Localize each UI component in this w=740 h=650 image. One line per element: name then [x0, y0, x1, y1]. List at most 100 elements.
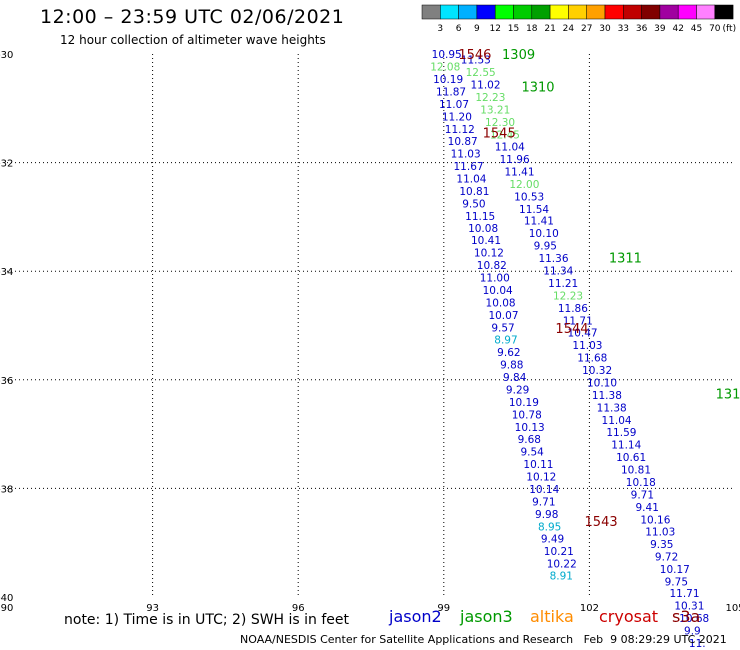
swh-value: 8.91 [550, 570, 573, 582]
swh-value: 10.12 [526, 471, 556, 483]
swh-value: 10.22 [547, 558, 577, 570]
swh-value: 10.95 [432, 49, 462, 61]
swh-value: 11.96 [500, 154, 530, 166]
page-subtitle: 12 hour collection of altimeter wave hei… [60, 33, 326, 47]
legend-swatch [440, 4, 459, 20]
legend-swatch [623, 4, 642, 20]
satellite-jason3-label: jason3 [460, 607, 513, 626]
legend-label: 18 [526, 24, 538, 34]
swh-value: 9.98 [535, 509, 558, 521]
swh-value: 12.45 [490, 129, 520, 141]
swh-value: 11.41 [504, 166, 534, 178]
lat-label: -36 [0, 376, 13, 387]
legend-label: 3 [437, 24, 443, 34]
pass-number: 1311 [609, 252, 642, 267]
swh-value: 9.88 [500, 360, 523, 372]
legend-swatch [604, 4, 624, 20]
swh-value: 9.29 [506, 385, 529, 397]
swh-value: 9.75 [665, 576, 688, 588]
swh-value: 10.81 [459, 186, 489, 198]
satellite-s3a-label: s3a [672, 607, 701, 626]
swh-value: 9.62 [497, 347, 520, 359]
swh-value: 11.03 [451, 148, 481, 160]
swh-value: 11.04 [602, 415, 632, 427]
swh-value: 10.07 [488, 310, 518, 322]
swh-value: 11.21 [548, 278, 578, 290]
swh-value: 10.10 [529, 228, 559, 240]
swh-value: 9.84 [503, 372, 527, 384]
swh-value: 9.68 [518, 434, 541, 446]
swh-value: 8.97 [494, 335, 517, 347]
legend-swatch [476, 4, 496, 20]
swh-value: 9.71 [532, 496, 555, 508]
swh-value: 11.04 [495, 141, 525, 153]
lat-label: -32 [0, 159, 13, 170]
swh-value: 12.23 [475, 92, 505, 104]
lon-label: 90 [1, 603, 14, 614]
legend-swatch [696, 4, 716, 20]
legend-label: 24 [563, 24, 575, 34]
color-legend: 3 6 9 12 15 18 21 24 27 30 33 36 39 42 45 70 (ft) [421, 4, 737, 34]
legend-swatch [659, 4, 679, 20]
lat-label: -34 [0, 267, 13, 278]
swh-value: 11.03 [645, 526, 675, 538]
swh-value: 11.36 [538, 253, 568, 265]
swh-value: 11.14 [611, 439, 641, 451]
swh-value: 12.08 [430, 61, 460, 73]
swh-value: 10.13 [515, 422, 545, 434]
swh-value: 10.19 [509, 397, 539, 409]
swh-value: 10.18 [626, 477, 656, 489]
pass-number: 1546 [458, 48, 491, 63]
legend-swatch [421, 4, 441, 20]
page-title: 12:00 – 23:59 UTC 02/06/2021 [40, 6, 345, 28]
swh-value: 10.19 [433, 74, 463, 86]
swh-value: 12.30 [485, 117, 515, 129]
swh-value: 12.00 [509, 179, 539, 191]
legend-swatch [714, 4, 734, 20]
lat-label: -30 [0, 50, 13, 61]
swh-value: 11.86 [558, 303, 588, 315]
legend-swatch [494, 4, 514, 20]
legend-swatch [458, 4, 478, 20]
legend-label: 9 [474, 24, 480, 34]
swh-value: 8.95 [538, 521, 561, 533]
legend-label: 36 [636, 24, 648, 34]
swh-value: 9.35 [650, 539, 673, 551]
satellite-cryosat-label: cryosat [599, 607, 659, 626]
legend-label: 21 [544, 24, 555, 34]
footer-credit: NOAA/NESDIS Center for Satellite Applica… [240, 633, 727, 646]
swh-value: 9.95 [534, 241, 557, 253]
swh-value: 11.71 [669, 588, 699, 600]
legend-label: 27 [581, 24, 592, 34]
satellite-tracks: 10.9512.0810.1911.8711.0711.2011.1210.87… [430, 49, 709, 650]
legend-swatch [549, 4, 569, 20]
swh-value: 11.02 [470, 79, 500, 91]
swh-value: 10.08 [468, 223, 498, 235]
lat-label: -38 [0, 484, 13, 495]
swh-value: 10.10 [587, 378, 617, 390]
swh-value: 12.23 [553, 291, 583, 303]
swh-value: 11.34 [543, 266, 573, 278]
swh-value: 11. [689, 638, 706, 650]
swh-value: 9.49 [541, 533, 564, 545]
lon-label: 93 [146, 603, 159, 614]
legend-swatch [641, 4, 661, 20]
legend-unit: (ft) [723, 24, 737, 34]
swh-value: 10.47 [568, 328, 598, 340]
note-text: note: 1) Time is in UTC; 2) SWH is in fe… [64, 612, 350, 628]
lat-label: -40 [0, 593, 13, 604]
pass-labels: 1546 1309 1310 1545 1311 1544 1312 1543 [458, 48, 740, 530]
swh-value: 10.53 [514, 191, 544, 203]
lon-label: 96 [292, 603, 305, 614]
legend-swatch [513, 4, 533, 20]
legend-swatch [568, 4, 587, 20]
swh-value: 10.17 [660, 564, 690, 576]
satellite-jason2-label: jason2 [389, 607, 442, 626]
legend-label: 6 [456, 24, 462, 34]
pass-number: 1545 [483, 127, 516, 142]
swh-value: 11.68 [577, 353, 607, 365]
swh-value: 11.67 [454, 161, 484, 173]
swh-value: 13.21 [480, 104, 510, 116]
